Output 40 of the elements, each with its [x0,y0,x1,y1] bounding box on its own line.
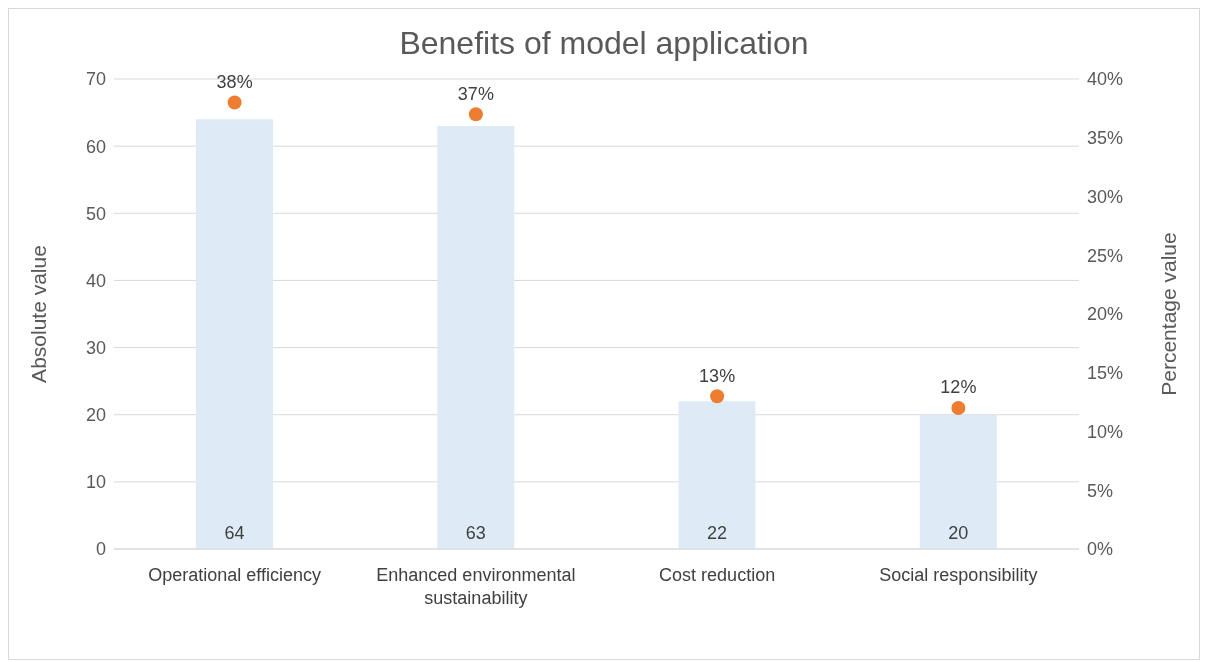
y2-tick-label: 15% [1087,363,1124,384]
x-tick-label: Cost reduction [659,565,776,585]
bar [437,126,515,549]
y-tick-label: 0 [95,539,106,560]
y2-tick-label: 10% [1087,421,1124,442]
y-tick-label: 10 [85,472,106,493]
y-axis-title: Absolute value [27,245,51,383]
point [227,95,242,110]
point [468,107,483,122]
point [710,389,725,404]
data-label: 20 [948,523,969,543]
x-tick-label: Enhanced environmental sustainability [376,565,576,608]
y2-tick-label: 0% [1087,539,1114,560]
point [951,401,966,415]
data-label: 63 [465,523,486,543]
data-label: 38% [216,71,253,92]
y-tick-label: 70 [85,69,106,90]
x-tick-label: Operational efficiency [148,565,322,585]
y2-tick-label: 35% [1087,128,1124,149]
y2-tick-label: 20% [1087,304,1124,325]
y2-axis-title: Percentage value [1157,232,1181,396]
data-label: 13% [699,365,736,386]
data-label: 64 [224,523,245,543]
data-label: 12% [940,377,977,398]
data-label: 22 [707,523,728,543]
y2-tick-label: 40% [1087,69,1124,90]
y-tick-label: 30 [85,337,106,358]
y-tick-label: 20 [85,405,106,426]
y-tick-label: 40 [85,270,106,291]
chart-title: Benefits of model application [398,24,810,63]
x-tick-label: Social responsibility [879,565,1038,585]
bar [919,414,997,549]
y2-tick-label: 25% [1087,245,1124,266]
bar [678,401,756,549]
data-label: 37% [457,83,494,104]
bar [196,119,274,549]
y2-tick-label: 5% [1087,480,1114,501]
y-tick-label: 60 [85,136,106,157]
y2-tick-label: 30% [1087,186,1124,207]
y-tick-label: 50 [85,203,106,224]
